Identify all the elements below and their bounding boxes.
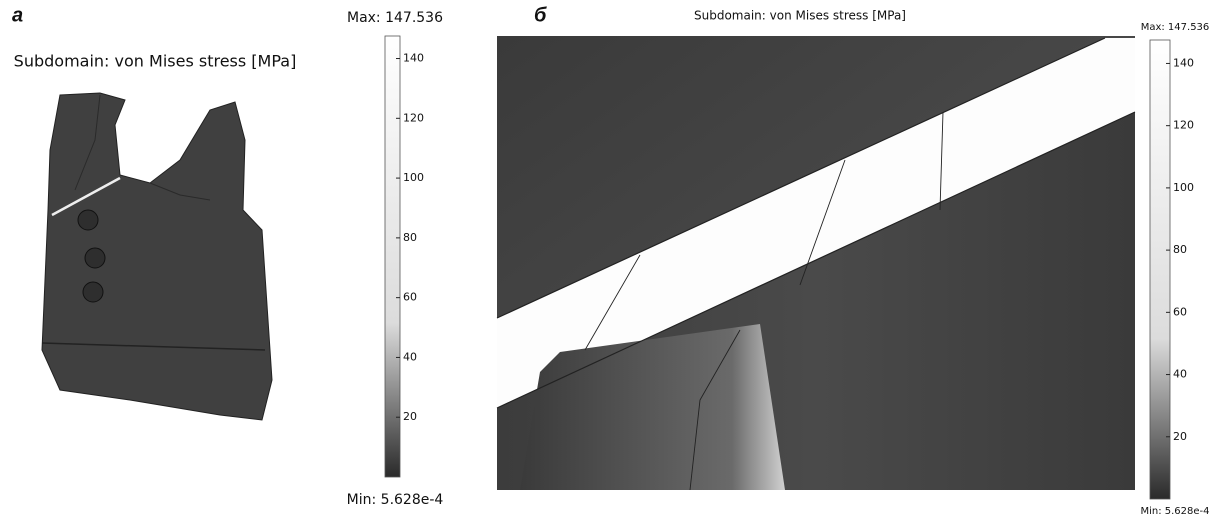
model-render bbox=[41, 92, 273, 421]
panel-title: Subdomain: von Mises stress [MPa] bbox=[694, 9, 906, 23]
max-label: Max: 147.536 bbox=[1141, 22, 1210, 33]
min-label: Min: 5.628e-4 bbox=[347, 492, 444, 508]
tick-label: 60 bbox=[403, 291, 417, 304]
tick-label: 80 bbox=[1173, 243, 1187, 256]
tick-label: 100 bbox=[403, 171, 424, 184]
min-label: Min: 5.628e-4 bbox=[1140, 506, 1209, 517]
colorbar bbox=[384, 35, 401, 478]
tick-label: 140 bbox=[1173, 56, 1194, 69]
panel-title: Subdomain: von Mises stress [MPa] bbox=[14, 52, 297, 71]
tick-label: 40 bbox=[403, 350, 417, 363]
colorbar bbox=[1149, 39, 1171, 500]
tick-label: 20 bbox=[1173, 430, 1187, 443]
tick-label: 120 bbox=[403, 111, 424, 124]
tick-label: 80 bbox=[403, 231, 417, 244]
tick-label: 140 bbox=[403, 52, 424, 65]
tick-label: 40 bbox=[1173, 368, 1187, 381]
tick-label: 120 bbox=[1173, 119, 1194, 132]
panel-label: б bbox=[534, 4, 547, 26]
tick-label: 60 bbox=[1173, 305, 1187, 318]
panel-label: а bbox=[12, 4, 23, 26]
tick-label: 20 bbox=[403, 410, 417, 423]
model-render bbox=[496, 36, 1136, 491]
max-label: Max: 147.536 bbox=[347, 10, 443, 26]
tick-label: 100 bbox=[1173, 181, 1194, 194]
